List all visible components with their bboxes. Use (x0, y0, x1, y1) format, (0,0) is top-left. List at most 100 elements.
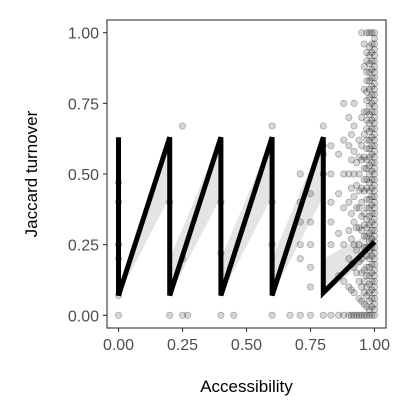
data-point (370, 63, 378, 71)
y-tick-label: 0.25 (68, 238, 99, 255)
data-point (358, 212, 366, 220)
data-point (363, 303, 371, 311)
data-point (363, 195, 371, 203)
data-point (365, 68, 373, 76)
data-point (363, 77, 371, 85)
data-point (363, 57, 371, 65)
data-point (353, 224, 361, 232)
data-point (370, 108, 378, 116)
data-point (319, 311, 327, 319)
data-point (368, 201, 376, 209)
data-point (353, 269, 361, 277)
data-point (358, 297, 366, 305)
data-point (360, 232, 368, 240)
data-point (363, 97, 371, 105)
data-point (353, 159, 361, 167)
data-point (370, 170, 378, 178)
data-point (368, 184, 376, 192)
data-point (368, 286, 376, 294)
data-point (363, 116, 371, 124)
data-point (360, 108, 368, 116)
data-point (347, 235, 355, 243)
data-point (368, 252, 376, 260)
x-tick-label: 0.50 (231, 337, 262, 354)
data-point (345, 227, 353, 235)
data-point (365, 187, 373, 195)
data-point (365, 29, 373, 37)
data-point (365, 297, 373, 305)
data-point (368, 277, 376, 285)
data-point (370, 125, 378, 133)
data-point (355, 170, 363, 178)
data-point (340, 204, 348, 212)
data-point (345, 198, 353, 206)
data-point (370, 97, 378, 105)
data-point (370, 164, 378, 172)
data-point (370, 40, 378, 48)
x-tick-label: 0.25 (167, 337, 198, 354)
data-point (340, 311, 348, 319)
data-point (368, 125, 376, 133)
data-point (358, 311, 366, 319)
data-point (358, 227, 366, 235)
data-point (363, 283, 371, 291)
plot-area (115, 29, 378, 319)
data-point (370, 277, 378, 285)
data-point (358, 269, 366, 277)
data-point (368, 48, 376, 56)
data-point (296, 170, 304, 178)
data-point (370, 187, 378, 195)
x-tick-label: 0.00 (103, 337, 134, 354)
data-point (370, 29, 378, 37)
data-point (360, 221, 368, 229)
data-point (358, 283, 366, 291)
data-point (340, 170, 348, 178)
data-point (319, 122, 327, 130)
data-point (358, 198, 366, 206)
data-point (360, 130, 368, 138)
data-point (365, 255, 373, 263)
data-point (368, 65, 376, 73)
data-point (365, 128, 373, 136)
data-point (355, 241, 363, 249)
data-point (365, 111, 373, 119)
data-point (370, 147, 378, 155)
data-point (365, 153, 373, 161)
data-point (353, 181, 361, 189)
data-point (306, 283, 314, 291)
data-point (327, 218, 335, 226)
data-point (347, 184, 355, 192)
data-point (335, 150, 343, 158)
data-point (365, 221, 373, 229)
data-point (358, 156, 366, 164)
data-point (368, 227, 376, 235)
data-point (370, 215, 378, 223)
data-point (365, 178, 373, 186)
data-point (358, 142, 366, 150)
data-point (365, 272, 373, 280)
data-point (360, 266, 368, 274)
data-point (370, 210, 378, 218)
data-point (365, 289, 373, 297)
data-point (370, 300, 378, 308)
data-point (230, 311, 238, 319)
data-point (363, 184, 371, 192)
x-tick-label: 1.00 (359, 337, 390, 354)
data-point (340, 241, 348, 249)
y-axis: 0.00 0.25 0.50 0.75 1.00 (68, 26, 107, 325)
data-point (370, 159, 378, 167)
data-point (365, 204, 373, 212)
data-point (355, 311, 363, 319)
data-point (365, 263, 373, 271)
data-point (370, 227, 378, 235)
data-point (363, 68, 371, 76)
data-point (370, 34, 378, 42)
data-point (363, 136, 371, 144)
data-point (345, 255, 353, 263)
data-point (350, 218, 358, 226)
data-point (368, 269, 376, 277)
data-point (363, 215, 371, 223)
data-point (363, 224, 371, 232)
data-point (327, 241, 335, 249)
